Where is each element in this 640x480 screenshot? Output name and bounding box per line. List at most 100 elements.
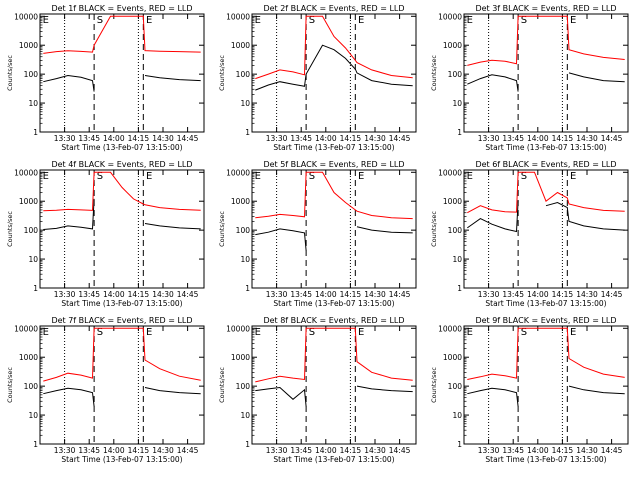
detector-panel: Det 3f BLACK = Events, RED = LLD 1 10 100 10…: [430, 4, 629, 152]
plot-frame: [39, 325, 205, 445]
panel-title: Det 5f BLACK = Events, RED = LLD: [263, 160, 404, 169]
x-tick-label: 14:30: [576, 290, 598, 299]
y-tick-label: 10000: [226, 168, 250, 177]
x-tick-label: 14:45: [601, 134, 623, 143]
x-tick-label: 14:45: [601, 446, 623, 455]
x-tick-label: 13:30: [478, 290, 500, 299]
middle-marker: S: [309, 171, 315, 182]
panel-title: Det 6f BLACK = Events, RED = LLD: [475, 160, 616, 169]
detector-panel: Det 8f BLACK = Events, RED = LLD 1 10 100 10…: [218, 316, 417, 464]
series-line-events: [255, 226, 413, 251]
panel-title: Det 7f BLACK = Events, RED = LLD: [51, 316, 192, 325]
x-tick-label: 13:45: [290, 290, 312, 299]
x-tick-label: 14:30: [152, 446, 174, 455]
x-axis-label: Start Time (13-Feb-07 13:15:00): [485, 299, 606, 308]
start-marker: E: [43, 327, 49, 338]
y-tick-label: 100: [24, 382, 39, 391]
panel-title: Det 8f BLACK = Events, RED = LLD: [263, 316, 404, 325]
y-tick-label: 1: [457, 284, 462, 293]
y-axis-label: Counts/sec: [6, 367, 14, 403]
y-axis-label: Counts/sec: [218, 211, 226, 247]
x-tick-label: 14:15: [340, 134, 362, 143]
y-tick-label: 1000: [443, 41, 462, 50]
x-tick-label: 13:45: [78, 446, 100, 455]
x-tick-label: 14:00: [103, 290, 125, 299]
middle-marker: S: [309, 15, 315, 26]
end-marker: E: [146, 15, 152, 26]
end-marker: E: [358, 327, 364, 338]
y-tick-label: 10: [28, 255, 38, 264]
start-marker: E: [255, 327, 261, 338]
x-axis-label: Start Time (13-Feb-07 13:15:00): [61, 299, 182, 308]
detector-panel: Det 5f BLACK = Events, RED = LLD 1 10 100 10…: [218, 160, 417, 308]
y-tick-label: 10000: [438, 12, 462, 21]
x-tick-label: 13:30: [266, 134, 288, 143]
x-tick-label: 14:15: [340, 290, 362, 299]
start-marker: E: [255, 15, 261, 26]
y-tick-label: 1: [457, 128, 462, 137]
x-axis-label: Start Time (13-Feb-07 13:15:00): [61, 455, 182, 464]
x-tick-label: 14:30: [364, 134, 386, 143]
middle-marker: S: [521, 327, 527, 338]
x-tick-label: 14:30: [364, 446, 386, 455]
y-tick-label: 10: [240, 411, 250, 420]
y-tick-label: 1: [33, 128, 38, 137]
series-line-lld: [43, 171, 201, 212]
plot-frame: [251, 13, 417, 133]
middle-marker: S: [521, 171, 527, 182]
panel-title: Det 4f BLACK = Events, RED = LLD: [51, 160, 192, 169]
x-tick-label: 14:00: [103, 134, 125, 143]
y-axis-label: Counts/sec: [430, 211, 438, 247]
y-tick-label: 10: [240, 99, 250, 108]
detector-panel: Det 6f BLACK = Events, RED = LLD 1 10 100 10…: [430, 160, 629, 308]
plot-frame: [251, 325, 417, 445]
x-tick-label: 14:00: [527, 446, 549, 455]
x-axis-label: Start Time (13-Feb-07 13:15:00): [273, 299, 394, 308]
y-tick-label: 1000: [231, 197, 250, 206]
middle-marker: S: [521, 15, 527, 26]
y-tick-label: 1: [245, 440, 250, 449]
series-line-events: [43, 74, 201, 92]
x-tick-label: 13:30: [54, 446, 76, 455]
x-tick-label: 14:15: [552, 290, 574, 299]
y-tick-label: 10000: [226, 12, 250, 21]
series-line-events: [467, 72, 625, 92]
series-line-lld: [255, 171, 413, 220]
y-tick-label: 10: [452, 255, 462, 264]
y-tick-label: 10: [240, 255, 250, 264]
x-tick-label: 14:00: [527, 134, 549, 143]
y-tick-label: 10000: [438, 324, 462, 333]
x-tick-label: 14:45: [389, 134, 411, 143]
x-tick-label: 13:45: [290, 446, 312, 455]
x-tick-label: 14:00: [315, 446, 337, 455]
y-tick-label: 1000: [19, 41, 38, 50]
y-axis-label: Counts/sec: [218, 367, 226, 403]
y-tick-label: 100: [448, 382, 463, 391]
y-tick-label: 100: [236, 226, 251, 235]
start-marker: E: [467, 171, 473, 182]
plot-frame: [251, 169, 417, 289]
x-tick-label: 13:30: [266, 290, 288, 299]
series-line-events: [255, 44, 413, 91]
x-axis-label: Start Time (13-Feb-07 13:15:00): [273, 455, 394, 464]
plot-frame: [463, 325, 629, 445]
x-tick-label: 14:15: [340, 446, 362, 455]
y-axis-label: Counts/sec: [430, 367, 438, 403]
x-tick-label: 13:30: [54, 290, 76, 299]
start-marker: E: [467, 15, 473, 26]
middle-marker: S: [97, 327, 103, 338]
y-tick-label: 1: [245, 128, 250, 137]
x-tick-label: 14:45: [177, 134, 199, 143]
series-line-events: [43, 198, 201, 230]
x-tick-label: 14:15: [128, 134, 150, 143]
detector-panel: Det 7f BLACK = Events, RED = LLD 1 10 100 10…: [6, 316, 205, 464]
detector-panel: Det 4f BLACK = Events, RED = LLD 1 10 100 10…: [6, 160, 205, 308]
y-tick-label: 10000: [438, 168, 462, 177]
y-tick-label: 100: [236, 70, 251, 79]
x-tick-label: 13:45: [78, 290, 100, 299]
x-tick-label: 13:45: [502, 290, 524, 299]
x-tick-label: 14:00: [103, 446, 125, 455]
x-tick-label: 14:30: [364, 290, 386, 299]
y-tick-label: 10: [452, 411, 462, 420]
